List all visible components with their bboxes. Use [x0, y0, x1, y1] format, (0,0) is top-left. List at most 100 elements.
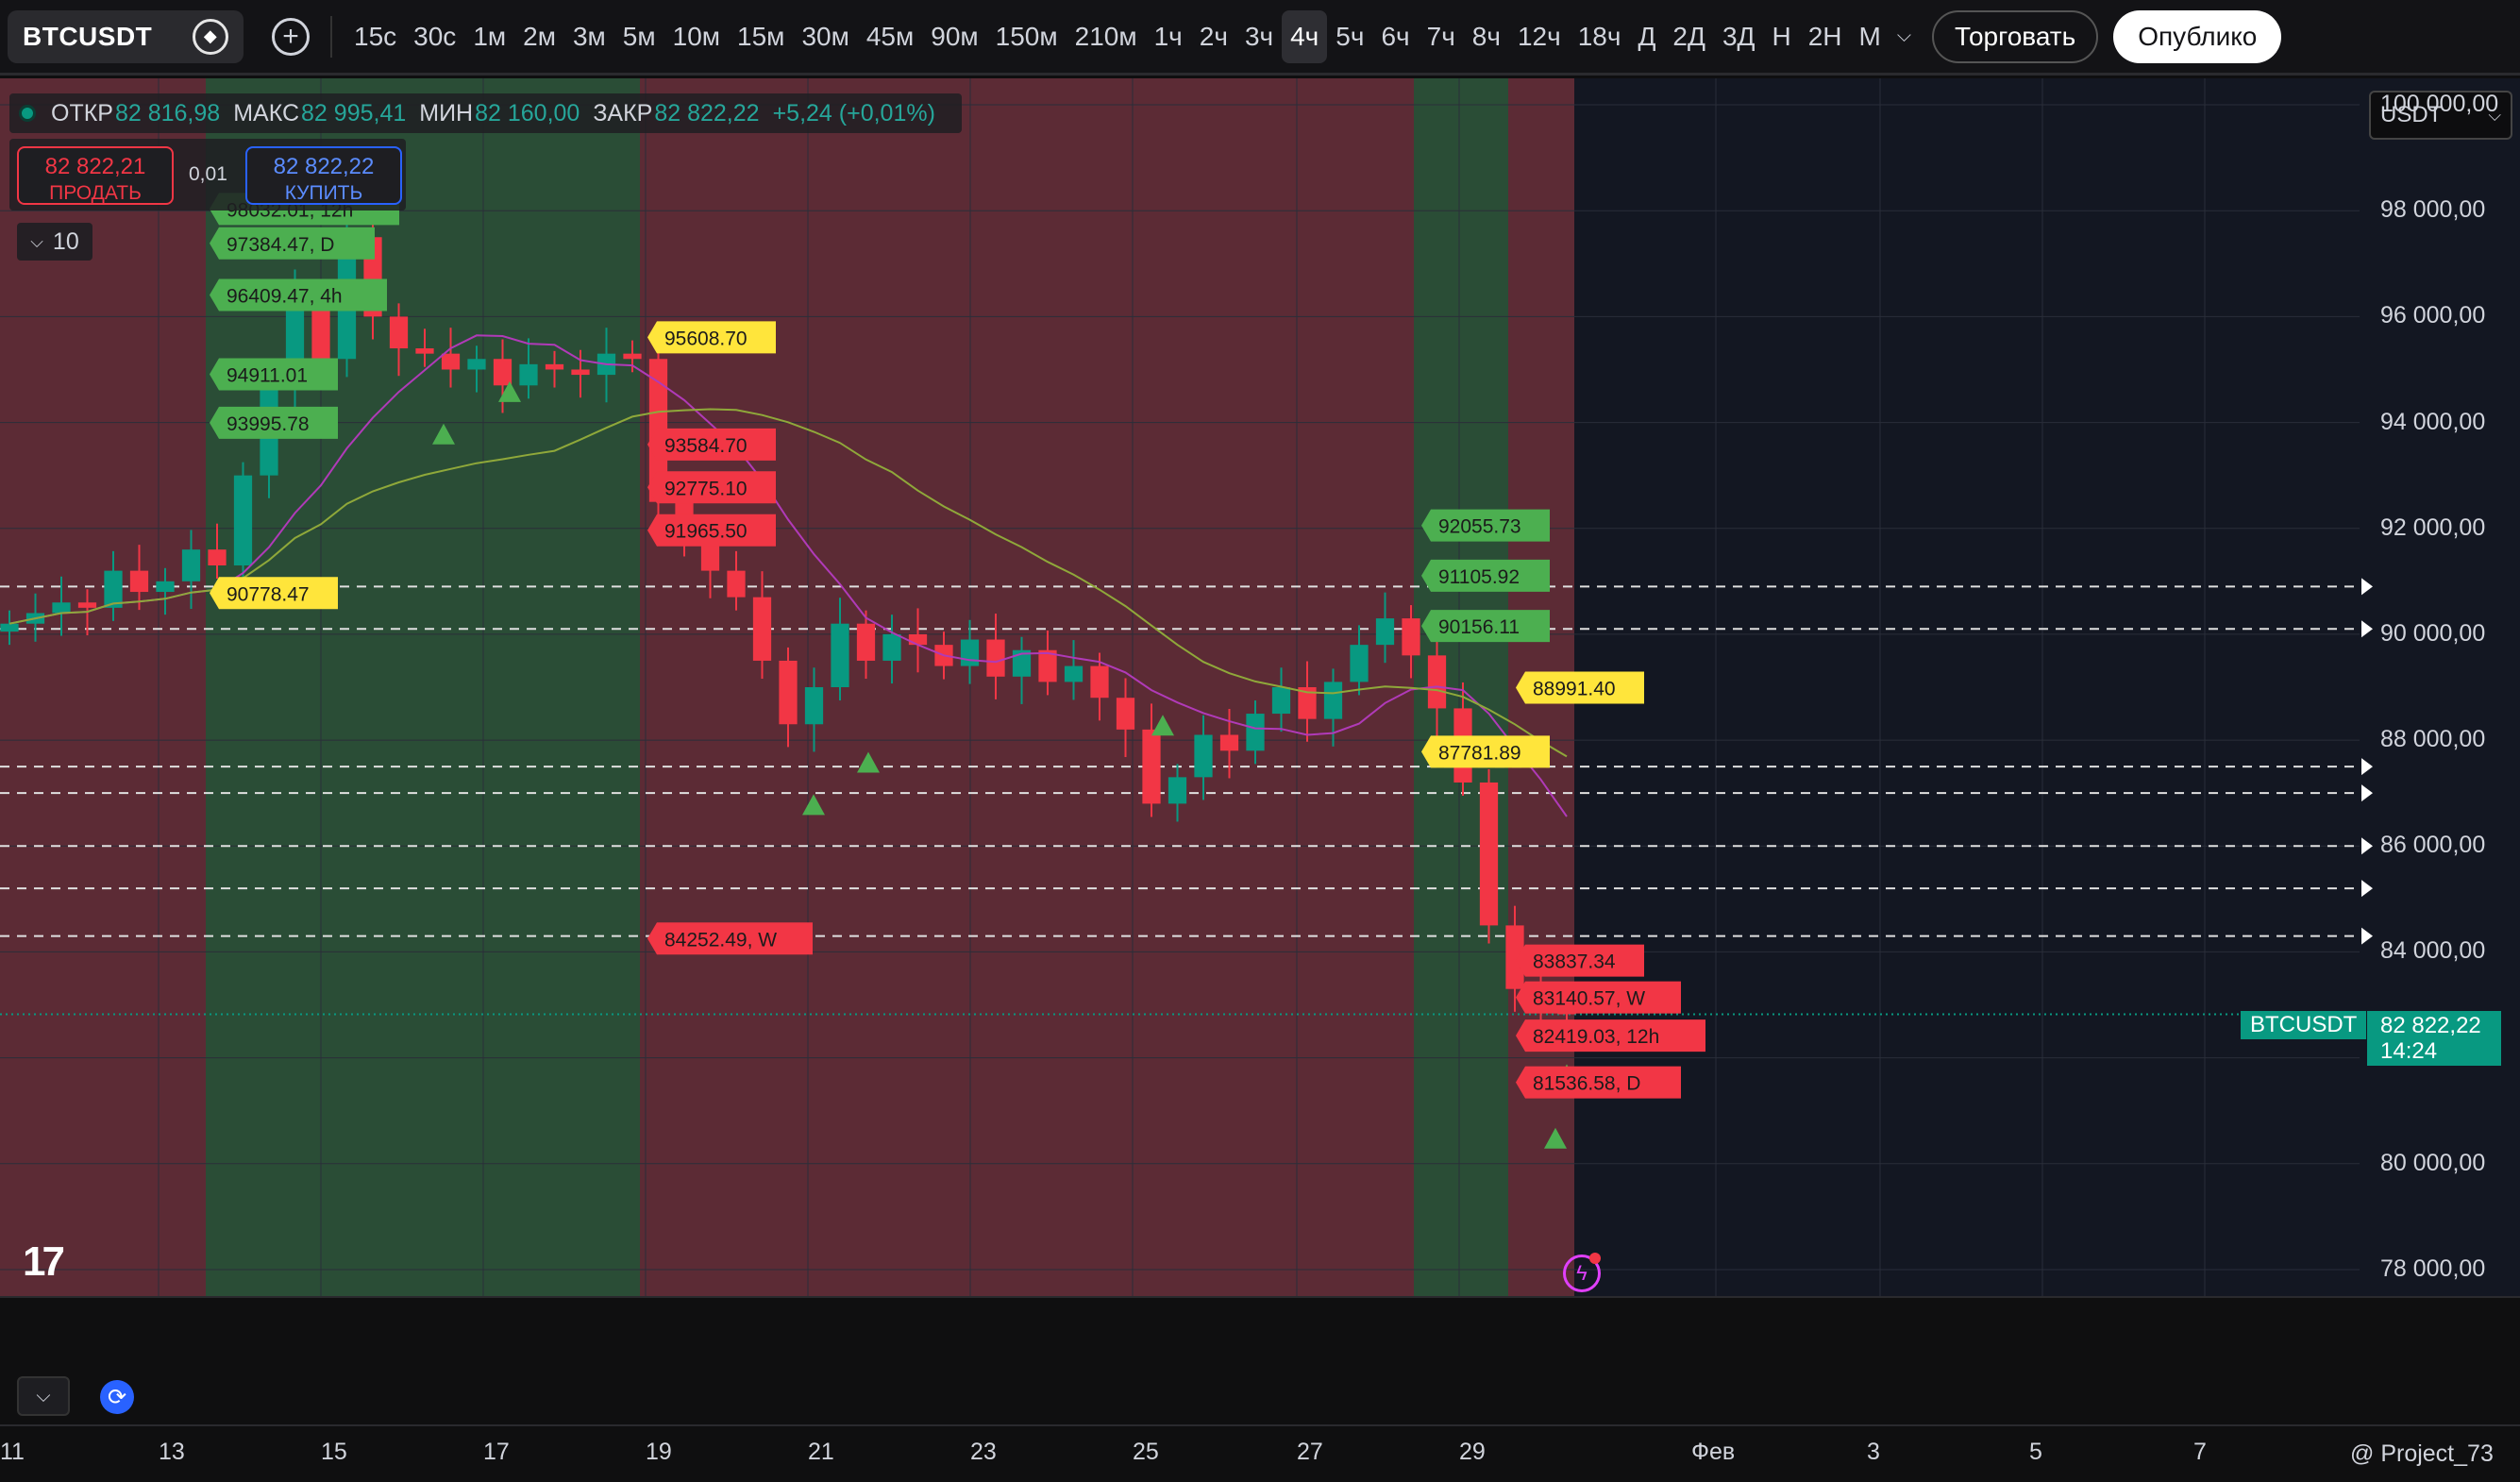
date-axis-label: 3 [1867, 1439, 1880, 1465]
candle-body [1402, 618, 1420, 656]
candle-body [727, 570, 746, 598]
timeframe-23[interactable]: Д [1638, 21, 1656, 51]
candle-body [831, 623, 849, 687]
level-label-text: 90778.47 [227, 583, 310, 605]
timeframe-28[interactable]: М [1858, 21, 1881, 51]
timeframe-12[interactable]: 210м [1074, 21, 1137, 51]
date-axis-label: 5 [2029, 1439, 2042, 1465]
timeframe-3[interactable]: 2м [523, 21, 556, 51]
last-price-value: 82 822,22 [2380, 1013, 2481, 1038]
level-label-text: 83140.57, W [1533, 988, 1645, 1010]
candle-body [104, 570, 123, 608]
price-axis-label: 88 000,00 [2380, 726, 2486, 753]
level-label-text: 88991.40 [1533, 679, 1616, 700]
date-axis[interactable] [0, 1424, 2520, 1482]
timeframe-13[interactable]: 1ч [1153, 21, 1183, 51]
timeframe-20[interactable]: 8ч [1471, 21, 1501, 51]
candle-body [545, 363, 564, 370]
compare-add-icon[interactable]: + [272, 17, 310, 56]
level-label-text: 91105.92 [1438, 566, 1520, 588]
sell-button[interactable]: 82 822,21 ПРОДАТЬ [17, 146, 174, 205]
timeframe-9[interactable]: 45м [865, 21, 915, 51]
level-label-box [1516, 944, 1644, 977]
candle-body [519, 363, 538, 386]
price-axis-label: 86 000,00 [2380, 832, 2486, 859]
candle-body [1246, 714, 1265, 751]
level-label-box [647, 514, 776, 547]
ohlc-legend: ОТКР 82 816,98 МАКС 82 995,41 МИН 82 160,00… [9, 93, 962, 133]
level-label-box [647, 471, 776, 504]
level-label-box [647, 922, 813, 955]
timeframe-14[interactable]: 2ч [1199, 21, 1228, 51]
candle-body [52, 602, 71, 614]
buy-price: 82 822,22 [273, 154, 375, 179]
timeframe-16[interactable]: 4ч [1282, 9, 1328, 63]
timeframe-25[interactable]: 3Д [1722, 21, 1756, 51]
candle-body [1505, 925, 1524, 989]
level-label-text: 81536.58, D [1533, 1073, 1640, 1095]
sync-icon[interactable]: ⟳ [100, 1380, 134, 1414]
buy-button[interactable]: 82 822,22 КУПИТЬ [245, 146, 402, 205]
candle-body [1142, 729, 1161, 804]
collapse-pane-button[interactable]: ⌵ [17, 1376, 70, 1416]
moving-average-line [8, 334, 1568, 817]
timeframe-27[interactable]: 2Н [1807, 21, 1842, 51]
level-label-text: 87781.89 [1438, 742, 1521, 764]
low-value: 82 160,00 [475, 99, 580, 126]
level-label-box [210, 577, 338, 610]
timeframe-11[interactable]: 150м [995, 21, 1058, 51]
timeframe-24[interactable]: 2Д [1672, 21, 1705, 51]
level-arrow-icon [2361, 758, 2373, 776]
date-axis-label: 13 [159, 1439, 185, 1465]
price-axis-label: 90 000,00 [2380, 619, 2486, 647]
level-arrow-icon [2361, 784, 2373, 802]
level-label-text: 97384.47, D [227, 234, 334, 256]
timeframe-list: 15с 30с 1м 2м 3м 5м 10м 15м 30м 45м 90м 150м 210м 1ч 2… [345, 9, 1890, 63]
timeframe-21[interactable]: 12ч [1517, 21, 1561, 51]
symbol-price-tag: BTCUSDT [2241, 1011, 2367, 1039]
publish-button[interactable]: Опублико [2113, 9, 2282, 63]
candle-body [389, 316, 409, 349]
candle-body [623, 353, 642, 360]
timeframe-26[interactable]: Н [1772, 21, 1791, 51]
level-label-box [1516, 671, 1644, 704]
timeframe-17[interactable]: 5ч [1336, 21, 1365, 51]
chevron-down-icon[interactable]: ⌵ [1896, 25, 1912, 46]
date-axis-label: Фев [1691, 1439, 1736, 1465]
timeframe-5[interactable]: 5м [622, 21, 656, 51]
timeframe-2[interactable]: 1м [473, 21, 507, 51]
timeframe-15[interactable]: 3ч [1244, 21, 1274, 51]
timeframe-6[interactable]: 10м [672, 21, 721, 51]
candle-body [571, 369, 590, 376]
candle-body [467, 359, 486, 370]
trade-button[interactable]: Торговать [1932, 9, 2099, 63]
lightning-icon[interactable]: ϟ [1563, 1255, 1601, 1292]
timeframe-19[interactable]: 7ч [1426, 21, 1455, 51]
timeframe-1[interactable]: 30с [413, 21, 457, 51]
chevron-down-icon: ⌵ [30, 231, 43, 251]
candle-body [882, 633, 901, 661]
candle-body [156, 581, 175, 593]
signal-triangle-icon [802, 794, 825, 816]
timeframe-4[interactable]: 3м [572, 21, 606, 51]
candle-body [77, 602, 97, 608]
timeframe-10[interactable]: 90м [931, 21, 979, 51]
timeframe-7[interactable]: 15м [737, 21, 785, 51]
level-label-text: 93995.78 [227, 413, 310, 435]
level-label-text: 91965.50 [664, 521, 748, 543]
lot-size-button[interactable]: ⌵ 10 [17, 223, 92, 261]
level-label-text: 92055.73 [1438, 516, 1521, 538]
currency-select[interactable]: USDT ⌵ [2369, 91, 2512, 140]
candle-body [908, 633, 928, 646]
timeframe-22[interactable]: 18ч [1577, 21, 1621, 51]
timeframe-18[interactable]: 6ч [1381, 21, 1410, 51]
price-axis-label: 80 000,00 [2380, 1149, 2486, 1176]
currency-value: USDT [2380, 102, 2443, 127]
timeframe-0[interactable]: 15с [354, 21, 397, 51]
candle-body [181, 549, 201, 581]
timeframe-8[interactable]: 30м [801, 21, 849, 51]
symbol-search-button[interactable]: BTCUSDT ◆ [8, 9, 244, 63]
sell-price: 82 822,21 [44, 154, 146, 179]
tradingview-logo[interactable]: 17 [23, 1238, 65, 1285]
